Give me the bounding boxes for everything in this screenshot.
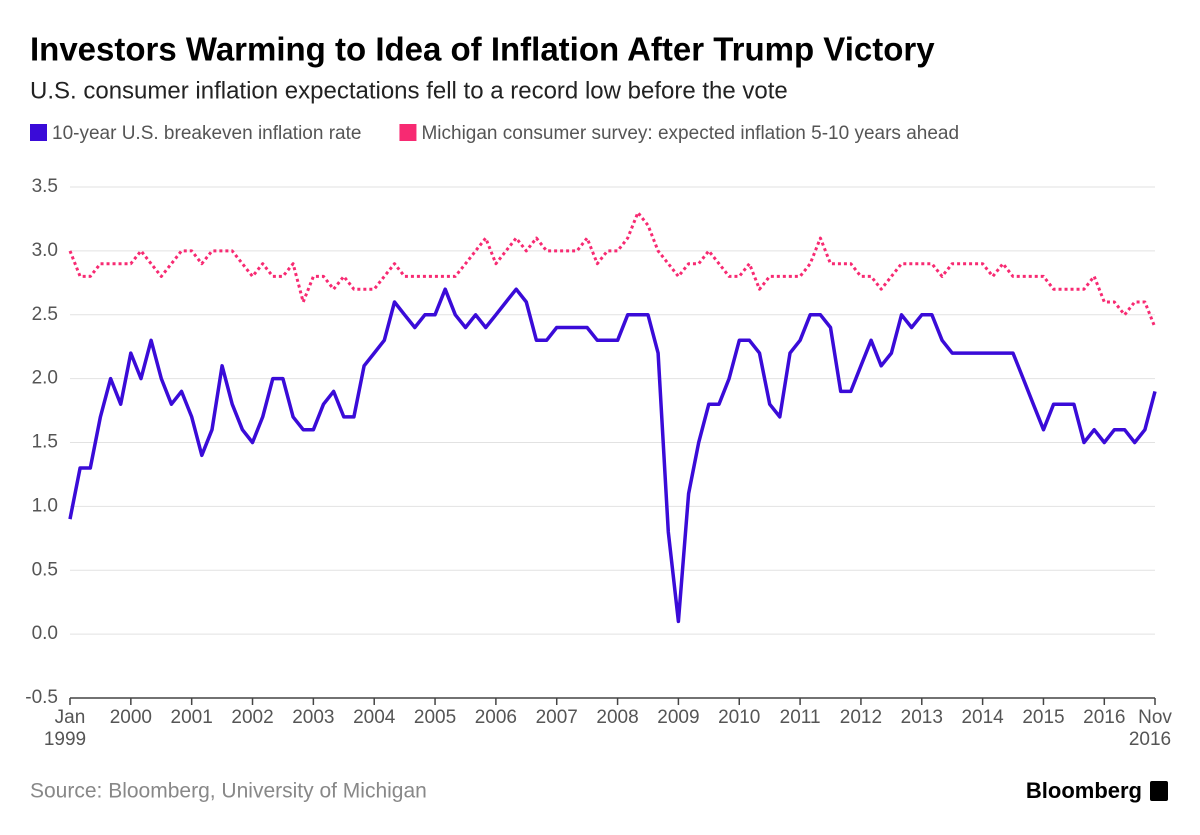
y-tick-label: 3.5 [32, 176, 58, 197]
x-tick-label: 2007 [536, 707, 578, 728]
logo-icon [1150, 781, 1168, 801]
x-tick-label: 2008 [596, 707, 638, 728]
x-tick-label: Nov 2016 [1129, 707, 1173, 750]
x-tick-label: 2001 [171, 707, 213, 728]
legend-label: Michigan consumer survey: expected infla… [421, 123, 959, 144]
y-tick-label: 3.0 [32, 240, 58, 261]
x-tick-label: 2002 [231, 707, 273, 728]
x-tick-label: 2012 [840, 707, 882, 728]
source: Source: Bloomberg, University of Michiga… [30, 780, 427, 803]
y-tick-label: 0.5 [32, 559, 58, 580]
y-tick-label: 1.0 [32, 495, 58, 516]
y-tick-label: 1.5 [32, 432, 58, 453]
x-tick-label: 2010 [718, 707, 760, 728]
x-tick-label: 2000 [110, 707, 152, 728]
y-tick-label: 0.0 [32, 623, 58, 644]
y-tick-label: -0.5 [25, 687, 58, 708]
y-tick-label: 2.0 [32, 368, 58, 389]
legend-swatch [30, 124, 47, 141]
y-tick-label: 2.5 [32, 304, 58, 325]
x-tick-label: 2005 [414, 707, 456, 728]
chart-subtitle: U.S. consumer inflation expectations fel… [30, 77, 788, 104]
x-tick-label: 2004 [353, 707, 396, 728]
chart-title: Investors Warming to Idea of Inflation A… [30, 31, 935, 68]
legend-swatch [399, 124, 417, 141]
x-tick-label: 2011 [780, 707, 821, 728]
x-tick-label: 2009 [657, 707, 699, 728]
x-tick-label: 2006 [475, 707, 517, 728]
x-tick-label: 2013 [901, 707, 943, 728]
logo: Bloomberg [1026, 778, 1142, 803]
x-tick-label: Jan 1999 [44, 707, 86, 750]
x-tick-label: 2015 [1022, 707, 1064, 728]
legend-label: 10-year U.S. breakeven inflation rate [52, 123, 361, 144]
x-tick-label: 2016 [1083, 707, 1125, 728]
series-line [68, 287, 1157, 624]
x-tick-label: 2014 [961, 707, 1004, 728]
x-tick-label: 2003 [292, 707, 334, 728]
series-line [68, 211, 1157, 329]
